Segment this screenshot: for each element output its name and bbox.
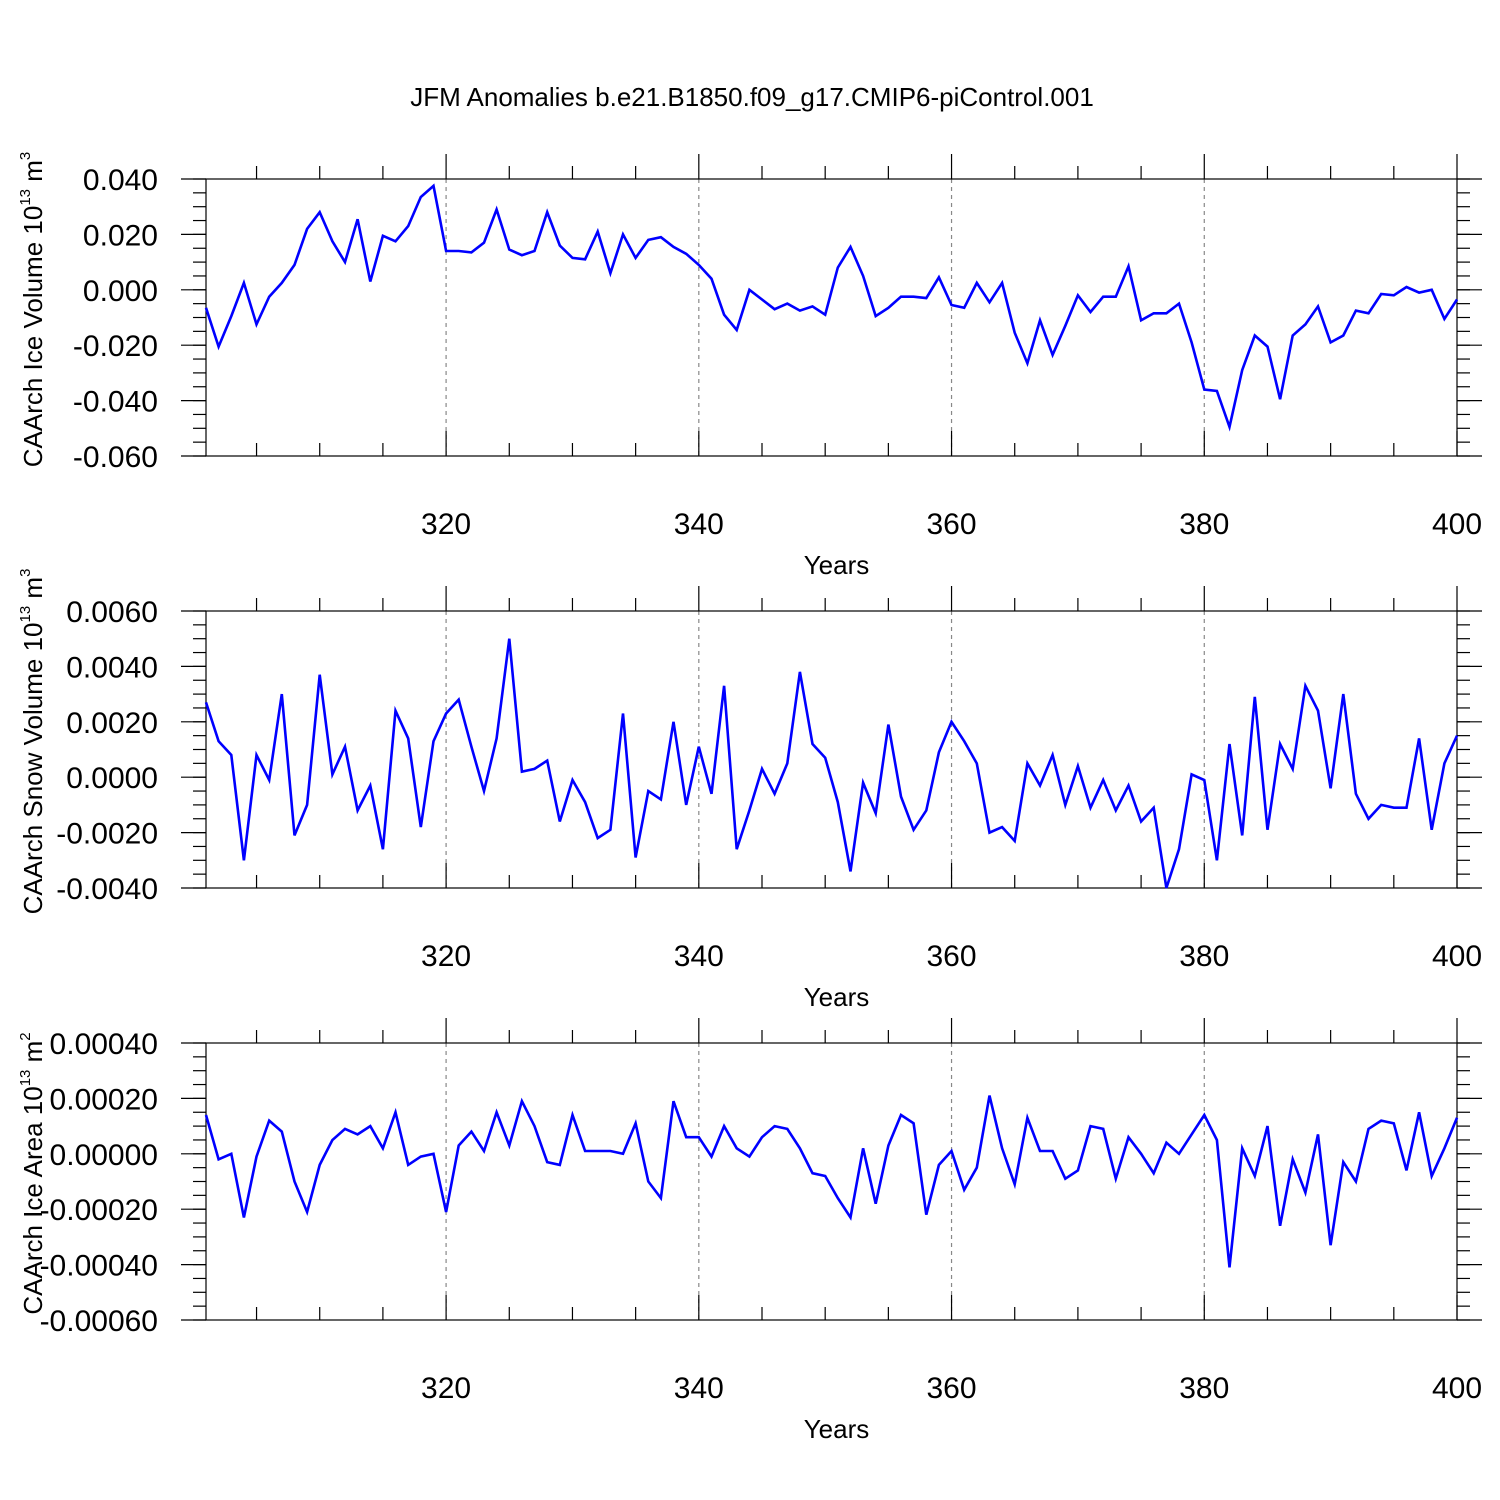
y-axis-label: CAArch Snow Volume 1013 m3 bbox=[17, 569, 48, 915]
y-tick-label: -0.00020 bbox=[40, 1194, 158, 1227]
panel-ice-area: 320 340 360 380 400 -0.00060 -0.00040 -0.00020 0… bbox=[17, 1018, 1482, 1444]
x-tick-label: 320 bbox=[421, 940, 471, 973]
y-tick-label: 0.00040 bbox=[50, 1028, 158, 1061]
panels: 320 340 360 380 400 -0.060 -0.040 -0.020 0.000 0.… bbox=[17, 152, 1482, 1444]
y-tick-label: 0.00020 bbox=[50, 1083, 158, 1116]
x-tick-label: 400 bbox=[1432, 940, 1482, 973]
y-axis-label-unit: m bbox=[18, 160, 48, 189]
x-tick-label: 380 bbox=[1179, 1372, 1229, 1405]
x-tick-label: 340 bbox=[674, 508, 724, 541]
y-axis-label-exponent: 13 bbox=[17, 189, 34, 206]
y-tick-label: 0.020 bbox=[83, 219, 158, 252]
y-axis-label-unit-exponent: 2 bbox=[17, 1032, 34, 1040]
x-tick-label: 320 bbox=[421, 1372, 471, 1405]
x-tick-label: 340 bbox=[674, 1372, 724, 1405]
x-axis-label: Years bbox=[804, 982, 870, 1012]
x-tick-label: 400 bbox=[1432, 508, 1482, 541]
y-axis-label-exponent: 13 bbox=[17, 606, 34, 623]
y-tick-label: -0.0040 bbox=[56, 873, 158, 906]
x-tick-label: 400 bbox=[1432, 1372, 1482, 1405]
x-tick-label: 360 bbox=[927, 1372, 977, 1405]
y-tick-label: -0.040 bbox=[73, 386, 158, 419]
y-axis-label-main: CAArch Ice Area 10 bbox=[18, 1086, 48, 1314]
x-tick-label: 320 bbox=[421, 508, 471, 541]
series-line-ice-volume bbox=[204, 183, 1459, 432]
panel-ice-volume: 320 340 360 380 400 -0.060 -0.040 -0.020 0.000 0.… bbox=[17, 152, 1482, 580]
y-axis-label: CAArch Ice Area 1013 m2 bbox=[17, 1032, 48, 1314]
y-axis-label-unit-exponent: 3 bbox=[17, 152, 34, 160]
y-axis-label-main: CAArch Snow Volume 10 bbox=[18, 622, 48, 914]
y-tick-label: 0.0000 bbox=[66, 762, 158, 795]
x-tick-label: 380 bbox=[1179, 508, 1229, 541]
y-axis-label-unit: m bbox=[18, 1041, 48, 1070]
y-tick-label: 0.0060 bbox=[66, 596, 158, 629]
series-line-ice-area bbox=[204, 1095, 1459, 1268]
y-tick-label: 0.040 bbox=[83, 164, 158, 197]
series-line-snow-volume bbox=[204, 638, 1459, 889]
x-axis-label: Years bbox=[804, 1414, 870, 1444]
y-tick-label: -0.00040 bbox=[40, 1250, 158, 1283]
y-tick-label: -0.0020 bbox=[56, 818, 158, 851]
y-tick-label: -0.020 bbox=[73, 330, 158, 363]
x-axis-label: Years bbox=[804, 550, 870, 580]
y-axis-label-main: CAArch Ice Volume 10 bbox=[18, 206, 48, 468]
y-axis-label: CAArch Ice Volume 1013 m3 bbox=[17, 152, 48, 468]
x-tick-label: 360 bbox=[927, 508, 977, 541]
y-axis-label-unit: m bbox=[18, 577, 48, 606]
y-tick-label: -0.060 bbox=[73, 441, 158, 474]
panel-snow-volume: 320 340 360 380 400 -0.0040 -0.0020 0.0000 0.002… bbox=[17, 569, 1482, 1012]
y-axis-label-exponent: 13 bbox=[17, 1070, 34, 1087]
x-tick-label: 360 bbox=[927, 940, 977, 973]
y-tick-label: 0.0020 bbox=[66, 707, 158, 740]
y-tick-label: 0.0040 bbox=[66, 651, 158, 684]
chart-title: JFM Anomalies b.e21.B1850.f09_g17.CMIP6-… bbox=[410, 82, 1094, 112]
y-tick-label: 0.000 bbox=[83, 275, 158, 308]
x-tick-label: 380 bbox=[1179, 940, 1229, 973]
y-axis-label-unit-exponent: 3 bbox=[17, 569, 34, 577]
y-tick-label: -0.00060 bbox=[40, 1305, 158, 1338]
y-tick-label: 0.00000 bbox=[50, 1139, 158, 1172]
x-tick-label: 340 bbox=[674, 940, 724, 973]
